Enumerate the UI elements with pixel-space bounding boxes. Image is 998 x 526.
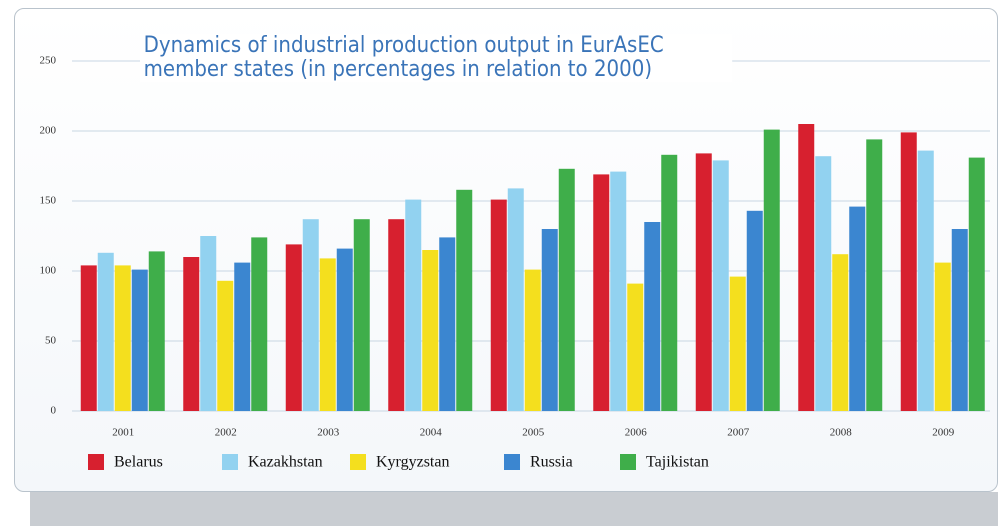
bar xyxy=(183,257,200,411)
bar xyxy=(388,219,405,411)
legend-swatch xyxy=(350,454,366,470)
bar xyxy=(593,174,610,411)
bar xyxy=(319,258,336,411)
bar xyxy=(114,265,131,411)
y-tick-label: 100 xyxy=(40,265,57,277)
card-shadow xyxy=(30,492,998,526)
bar xyxy=(251,237,268,411)
bar xyxy=(302,219,319,411)
bar xyxy=(900,132,917,411)
bar xyxy=(866,139,883,411)
y-tick-label: 150 xyxy=(40,195,57,207)
chart-title: Dynamics of industrial production output… xyxy=(140,34,733,82)
legend-label: Kazakhstan xyxy=(248,454,323,471)
bar xyxy=(80,265,97,411)
bar xyxy=(336,248,353,411)
legend-label: Russia xyxy=(530,454,573,471)
bar xyxy=(456,189,473,411)
y-tick-label: 200 xyxy=(40,125,57,137)
bar xyxy=(746,210,763,411)
y-tick-label: 250 xyxy=(40,55,57,67)
bar xyxy=(200,236,217,411)
legend-label: Tajikistan xyxy=(646,454,709,471)
x-tick-label: 2004 xyxy=(420,427,443,439)
bar xyxy=(558,168,575,411)
bar xyxy=(763,129,780,411)
y-tick-label: 50 xyxy=(45,335,57,347)
x-tick-label: 2001 xyxy=(112,427,134,439)
x-tick-label: 2003 xyxy=(317,427,340,439)
legend-label: Belarus xyxy=(114,454,163,471)
x-tick-label: 2009 xyxy=(932,427,955,439)
bar xyxy=(968,157,985,411)
bar xyxy=(541,229,558,411)
bar xyxy=(353,219,370,411)
bar xyxy=(97,252,114,411)
bar xyxy=(849,206,866,411)
bar xyxy=(951,229,968,411)
bar xyxy=(695,153,712,411)
bar xyxy=(490,199,507,411)
y-tick-label: 0 xyxy=(51,405,57,417)
bar xyxy=(610,171,627,411)
bar xyxy=(405,199,422,411)
x-tick-label: 2006 xyxy=(625,427,648,439)
bar xyxy=(627,283,644,411)
legend-swatch xyxy=(88,454,104,470)
bar xyxy=(148,251,165,411)
bar xyxy=(644,222,661,411)
legend-swatch xyxy=(504,454,520,470)
bar xyxy=(524,269,541,411)
legend-swatch xyxy=(620,454,636,470)
bar xyxy=(661,154,678,412)
x-tick-label: 2005 xyxy=(522,427,545,439)
bar xyxy=(285,244,302,411)
bar xyxy=(798,124,815,411)
legend-label: Kyrgyzstan xyxy=(376,454,449,471)
bar xyxy=(917,150,934,411)
bar xyxy=(422,250,439,411)
x-tick-label: 2007 xyxy=(727,427,750,439)
bar xyxy=(234,262,251,411)
bar xyxy=(712,160,729,411)
bar xyxy=(131,269,148,411)
bar xyxy=(934,262,951,411)
bar xyxy=(729,276,746,411)
x-tick-label: 2008 xyxy=(830,427,853,439)
legend-swatch xyxy=(222,454,238,470)
bar xyxy=(815,156,832,411)
bar xyxy=(439,237,456,411)
bar xyxy=(217,280,234,411)
bar xyxy=(507,188,524,411)
x-tick-label: 2002 xyxy=(215,427,237,439)
bar xyxy=(832,254,849,411)
